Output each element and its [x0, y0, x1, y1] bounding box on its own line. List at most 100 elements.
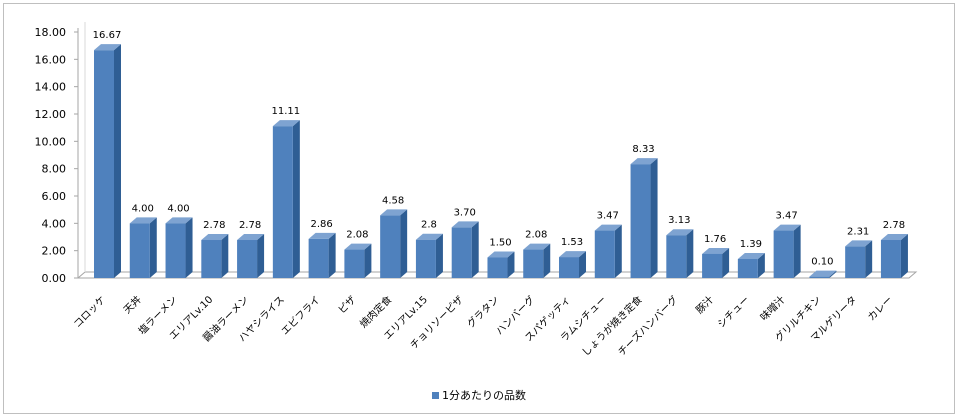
- bar: [737, 253, 765, 278]
- category-label: 豚汁: [693, 293, 716, 316]
- bar-side: [114, 44, 121, 278]
- data-label: 8.33: [632, 144, 654, 155]
- bar: [809, 270, 837, 278]
- bar-side: [543, 243, 551, 278]
- bar: [129, 217, 157, 278]
- data-label: 2.08: [346, 230, 368, 241]
- data-label: 4.00: [132, 203, 154, 214]
- bar: [880, 234, 908, 278]
- data-label: 4.58: [382, 195, 404, 206]
- data-label: 2.86: [310, 219, 332, 230]
- bar-side: [149, 217, 157, 278]
- category-label: 味噌汁: [757, 293, 787, 323]
- bar-top: [94, 44, 121, 51]
- bar-top: [201, 234, 229, 241]
- data-label: 2.78: [883, 220, 905, 231]
- y-tick-label: 8.00: [42, 163, 67, 176]
- bar-front: [594, 230, 615, 278]
- data-label: 1.50: [489, 238, 511, 249]
- bar: [487, 251, 515, 278]
- bar: [415, 233, 443, 278]
- bar: [201, 234, 229, 278]
- bar-front: [809, 276, 830, 278]
- bar-top: [594, 224, 622, 231]
- bar: [451, 221, 479, 278]
- legend-label: 1分あたりの品数: [442, 389, 526, 402]
- bar: [773, 224, 801, 278]
- bar: [630, 158, 658, 278]
- bar-side: [614, 224, 622, 278]
- data-label: 3.47: [775, 211, 797, 222]
- category-label: コロッケ: [71, 294, 108, 331]
- bar-side: [865, 240, 873, 278]
- data-label: 1.76: [704, 234, 726, 245]
- chart-frame: [3, 3, 955, 414]
- bar-top: [415, 233, 443, 240]
- bar-front: [630, 164, 651, 278]
- bar-front: [702, 253, 723, 278]
- bar-top: [666, 229, 694, 236]
- y-tick-label: 4.00: [42, 217, 67, 230]
- bar-front: [129, 223, 150, 278]
- y-tick-label: 14.00: [35, 81, 67, 94]
- bar-top: [880, 234, 908, 241]
- data-label: 2.78: [239, 220, 261, 231]
- data-label: 3.13: [668, 215, 690, 226]
- data-label: 2.78: [203, 220, 225, 231]
- category-label: エビフライ: [279, 294, 323, 338]
- bar-top: [344, 243, 372, 250]
- bar-front: [666, 235, 687, 278]
- bar-top: [630, 158, 658, 165]
- bar-side: [471, 221, 479, 278]
- bar-side: [292, 120, 300, 278]
- bar: [344, 243, 372, 278]
- y-tick-label: 16.00: [35, 53, 67, 66]
- data-label: 2.8: [421, 220, 437, 231]
- bar-top: [737, 253, 765, 260]
- category-label: ピザ: [336, 294, 359, 317]
- bar: [666, 229, 694, 278]
- bar-top: [380, 209, 408, 216]
- bar-top: [237, 234, 265, 241]
- category-label: グラタン: [464, 293, 501, 330]
- y-tick-label: 0.00: [42, 272, 67, 285]
- bar-front: [880, 240, 901, 278]
- bar-side: [793, 224, 801, 278]
- bar-side: [829, 270, 837, 278]
- bar: [702, 247, 730, 278]
- category-label: しょうが焼き定食: [579, 293, 645, 359]
- data-label: 0.10: [811, 257, 833, 268]
- bar-top: [129, 217, 157, 224]
- bar: [272, 120, 300, 278]
- bar: [845, 240, 873, 278]
- category-label: カレー: [865, 294, 895, 324]
- bar-side: [507, 251, 515, 278]
- category-label: 天丼: [121, 293, 144, 316]
- bar-side: [185, 217, 193, 278]
- bar-front: [523, 249, 544, 278]
- bar-front: [201, 240, 222, 278]
- bar-side: [722, 247, 730, 278]
- data-label: 2.31: [847, 226, 869, 237]
- bar-top: [845, 240, 873, 247]
- y-tick-label: 10.00: [35, 135, 67, 148]
- y-tick-label: 18.00: [35, 26, 67, 39]
- bar-side: [650, 158, 658, 278]
- bar-front: [559, 257, 580, 278]
- data-label: 3.47: [597, 211, 619, 222]
- bar-top: [308, 232, 336, 239]
- bar-front: [845, 246, 866, 278]
- bar-front: [773, 230, 794, 278]
- bar: [237, 234, 265, 278]
- bar-front: [415, 239, 436, 278]
- legend-swatch: [432, 392, 439, 399]
- data-label: 2.08: [525, 230, 547, 241]
- bar-top: [272, 120, 300, 127]
- bar-front: [451, 227, 472, 278]
- data-label: 16.67: [93, 30, 122, 41]
- bar-side: [579, 251, 587, 278]
- bar-front: [272, 126, 293, 278]
- data-label: 3.70: [454, 207, 476, 218]
- data-label: 1.39: [740, 239, 762, 250]
- category-label: シチュー: [715, 294, 752, 331]
